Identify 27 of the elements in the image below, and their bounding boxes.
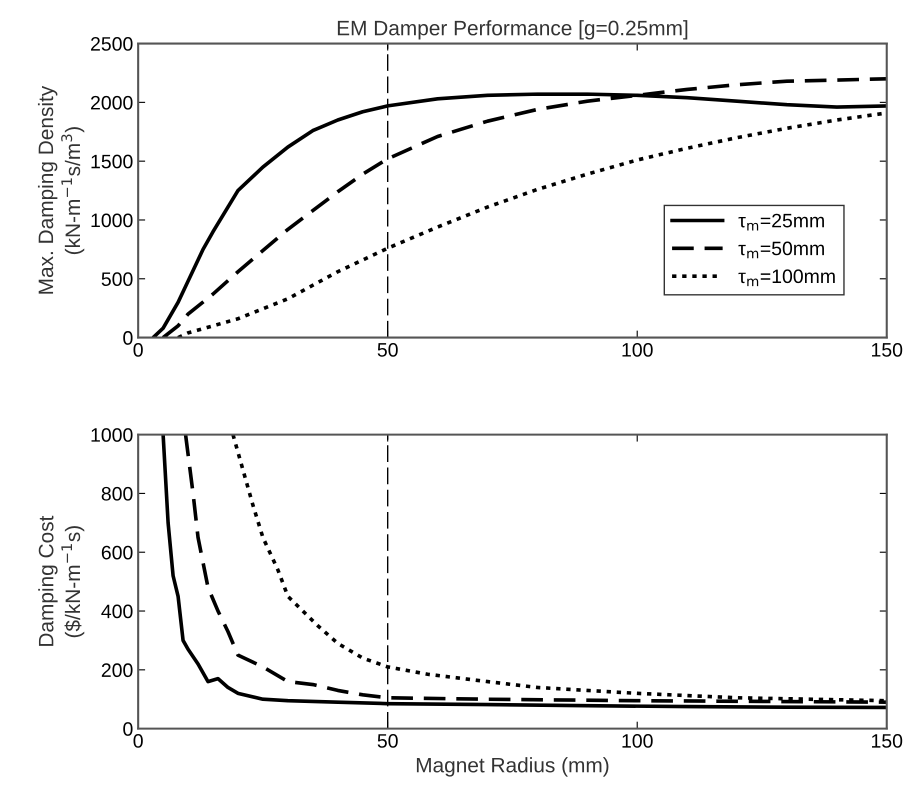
y-tick-label: 600	[102, 546, 133, 560]
x-tick-label: 50	[378, 342, 398, 357]
y-tick-label: 1500	[92, 154, 133, 168]
y-tick-label: 0	[123, 331, 133, 345]
chart-title: EM Damper Performance [g=0.25mm]	[338, 20, 688, 40]
x-tick-label: 0	[134, 342, 143, 357]
legend-label: τ$_{m}$=50mm	[738, 242, 824, 258]
x-tick-label: 150	[872, 734, 902, 748]
y-axis-title: Max. Damping Density (kN-m$^{−1}$s/m$^{3}$)	[38, 86, 84, 294]
y-tick-label: 200	[102, 663, 133, 678]
y-tick-label: 400	[101, 604, 133, 618]
x-tick-label: 150	[872, 342, 902, 357]
y-tick-label: 500	[102, 272, 133, 286]
legend-label: τ$_{m}$=25mm	[738, 214, 824, 230]
x-tick-label: 0	[134, 734, 143, 748]
y-tick-label: 1000	[92, 213, 133, 228]
y-tick-label: 2000	[91, 96, 133, 110]
y-tick-label: 800	[102, 486, 133, 501]
x-axis-title: Magnet Radius (mm)	[416, 757, 608, 777]
x-tick-label: 50	[378, 734, 398, 748]
y-axis-title: Damping Cost ($/kN-m$^{−1}$s)	[38, 516, 84, 646]
x-tick-label: 100	[622, 342, 653, 357]
x-tick-label: 100	[622, 734, 653, 748]
legend-label: τ$_{m}$=100mm	[738, 269, 835, 286]
y-tick-label: 1000	[92, 428, 133, 442]
y-tick-label: 0	[123, 722, 133, 736]
y-tick-label: 2500	[91, 37, 133, 51]
